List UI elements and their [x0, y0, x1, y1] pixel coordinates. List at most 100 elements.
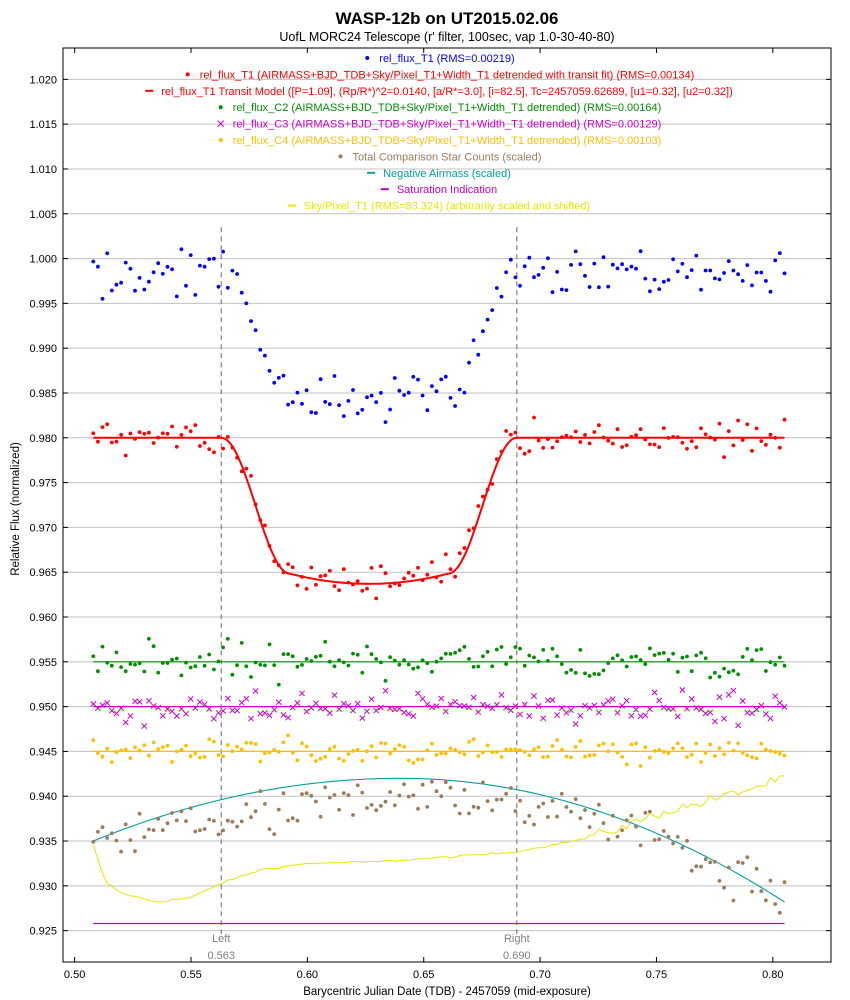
- rel-flux-t1-detrended-point: [184, 425, 188, 430]
- rel-flux-c2-point: [402, 658, 406, 663]
- comparison-counts-point: [550, 799, 555, 803]
- legend-entry: Saturation Indication: [380, 184, 497, 196]
- rel-flux-t1-raw-point: [235, 272, 240, 276]
- comparison-counts-point: [620, 828, 624, 833]
- y-tick-label: 0.930: [29, 881, 57, 893]
- rel-flux-c4-point: [782, 753, 787, 758]
- marker-value-right: 0.690: [503, 950, 531, 962]
- comparison-counts-point: [430, 779, 434, 784]
- y-tick-label: 0.925: [29, 926, 57, 938]
- legend-entry: rel_flux_C2 (AIRMASS+BJD_TDB+Sky/Pixel_T…: [218, 102, 661, 114]
- rel-flux-t1-detrended-point: [564, 433, 569, 438]
- rel-flux-c2-point: [587, 674, 592, 678]
- rel-flux-c2-point: [518, 646, 522, 651]
- rel-flux-c2-point: [578, 648, 583, 652]
- rel-flux-c3-point: [540, 715, 547, 722]
- rel-flux-t1-detrended-point: [624, 443, 629, 448]
- rel-flux-c2-point: [573, 670, 578, 675]
- rel-flux-t1-detrended-point: [323, 573, 328, 578]
- comparison-counts-point: [151, 828, 156, 832]
- rel-flux-t1-detrended-point: [555, 439, 559, 444]
- rel-flux-t1-raw-point: [481, 329, 485, 334]
- rel-flux-t1-detrended-point: [754, 426, 759, 431]
- rel-flux-t1-raw-point: [105, 251, 110, 256]
- rel-flux-t1-raw-point: [782, 271, 787, 276]
- rel-flux-t1-detrended-point: [188, 429, 193, 434]
- rel-flux-c2-point: [750, 658, 754, 663]
- rel-flux-t1-detrended-point: [750, 448, 754, 453]
- rel-flux-t1-raw-point: [225, 285, 230, 290]
- rel-flux-c4-point: [351, 749, 355, 753]
- rel-flux-c4-point: [490, 750, 495, 755]
- rel-flux-c4-point: [541, 755, 546, 759]
- rel-flux-c2-point: [610, 656, 615, 661]
- rel-flux-t1-detrended-point: [332, 584, 337, 588]
- rel-flux-c3-point: [424, 701, 431, 708]
- rel-flux-c3-point: [563, 709, 570, 716]
- comparison-counts-point: [750, 889, 754, 894]
- rel-flux-c3-point: [159, 712, 166, 719]
- rel-flux-c3-point: [739, 698, 746, 704]
- rel-flux-c2-point: [281, 652, 286, 656]
- rel-flux-c4-point: [583, 754, 587, 759]
- rel-flux-c4-point: [151, 740, 156, 745]
- rel-flux-c3-point: [340, 700, 347, 707]
- rel-flux-t1-detrended-point: [337, 588, 341, 593]
- rel-flux-c3-point: [526, 713, 533, 719]
- rel-flux-t1-raw-point: [323, 400, 328, 404]
- rel-flux-c2-point: [462, 644, 467, 649]
- rel-flux-c3-point: [535, 703, 542, 709]
- legend-entry: Total Comparison Star Counts (scaled): [338, 151, 541, 163]
- rel-flux-c2-point: [184, 660, 188, 665]
- rel-flux-c2-point: [476, 664, 481, 669]
- rel-flux-c2-point: [207, 652, 212, 657]
- rel-flux-c3-point: [433, 703, 440, 710]
- comparison-counts-point: [610, 813, 615, 818]
- rel-flux-c4-point: [601, 741, 606, 746]
- rel-flux-c3-point: [108, 707, 115, 714]
- rel-flux-c2-point: [471, 665, 476, 669]
- rel-flux-t1-detrended-point: [777, 445, 782, 450]
- rel-flux-t1-raw-point: [661, 279, 666, 284]
- rel-flux-c3-point: [382, 687, 389, 694]
- rel-flux-t1-raw-point: [212, 256, 216, 261]
- rel-flux-t1-raw-point: [652, 277, 657, 282]
- comparison-counts-point: [323, 785, 328, 790]
- rel-flux-c2-point: [263, 663, 267, 668]
- rel-flux-c4-point: [128, 756, 133, 760]
- legend-label: rel_flux_T1 (RMS=0.00219): [379, 53, 514, 65]
- rel-flux-c3-point: [447, 701, 454, 708]
- comparison-counts-point: [188, 806, 193, 811]
- rel-flux-c2-point: [239, 641, 244, 645]
- rel-flux-c4-point: [434, 752, 439, 757]
- rel-flux-t1-detrended-point: [123, 453, 128, 458]
- rel-flux-c3-point: [192, 705, 199, 712]
- comparison-counts-point: [184, 819, 188, 823]
- rel-flux-c3-point: [419, 695, 426, 702]
- rel-flux-t1-raw-point: [272, 380, 277, 385]
- rel-flux-c3-point: [744, 709, 751, 716]
- rel-flux-c2-point: [597, 672, 601, 677]
- comparison-counts-point: [202, 827, 207, 831]
- comparison-counts-point: [365, 806, 369, 810]
- rel-flux-c4-point: [606, 749, 611, 754]
- rel-flux-c2-point: [494, 647, 499, 652]
- rel-flux-c2-point: [569, 668, 573, 672]
- rel-flux-c4-point: [564, 754, 569, 759]
- rel-flux-t1-detrended-point: [402, 576, 406, 581]
- y-tick-label: 0.995: [29, 298, 57, 310]
- rel-flux-c4-point: [174, 749, 179, 754]
- comparison-counts-point: [546, 815, 550, 819]
- rel-flux-t1-raw-point: [527, 255, 532, 260]
- legend-label: rel_flux_C3 (AIRMASS+BJD_TDB+Sky/Pixel_T…: [233, 119, 662, 131]
- rel-flux-c2-point: [680, 655, 685, 660]
- rel-flux-c4-point: [750, 755, 754, 759]
- rel-flux-c4-point: [202, 754, 207, 759]
- rel-flux-c4-point: [383, 741, 388, 746]
- rel-flux-c3-point: [90, 701, 97, 707]
- y-tick-label: 1.005: [29, 209, 57, 221]
- rel-flux-t1-raw-point: [434, 389, 439, 394]
- rel-flux-c4-point: [699, 760, 703, 764]
- rel-flux-c3-point: [229, 707, 236, 714]
- rel-flux-c3-point: [428, 704, 435, 711]
